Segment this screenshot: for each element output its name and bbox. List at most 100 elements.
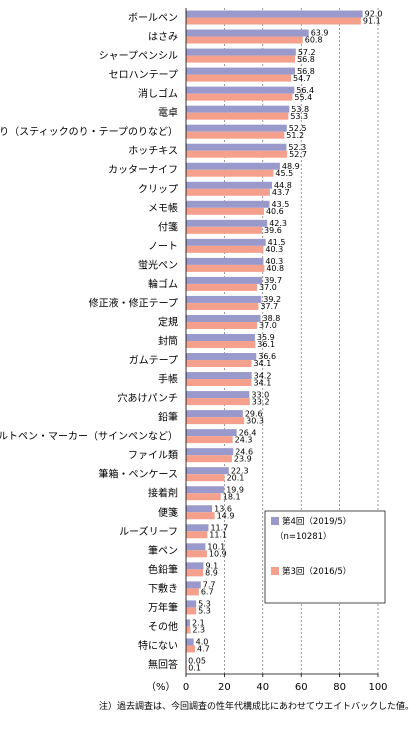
bar-series-1 — [186, 562, 204, 570]
x-tick-label: 0 — [183, 682, 189, 693]
bar-series-1 — [186, 10, 363, 18]
bar-series-2 — [186, 112, 289, 120]
bar-series-2 — [186, 245, 264, 253]
value-label: 23.9 — [234, 454, 252, 463]
bar-series-2 — [186, 512, 215, 520]
category-label: 電卓 — [158, 107, 178, 119]
value-label: 5.3 — [198, 600, 211, 609]
value-label: 60.8 — [305, 36, 323, 45]
bar-series-2 — [186, 474, 225, 482]
bar-series-1 — [186, 124, 287, 132]
value-label: 52.3 — [288, 143, 306, 152]
value-label: 56.8 — [297, 67, 315, 76]
bar-series-2 — [186, 36, 303, 44]
bar-series-1 — [186, 314, 261, 322]
category-label: セロハンテープ — [109, 69, 178, 81]
bar-series-1 — [186, 524, 209, 532]
bar-series-1 — [186, 29, 309, 37]
value-label: 38.8 — [262, 314, 280, 323]
bar-series-2 — [186, 283, 258, 291]
category-label: 付箋 — [158, 220, 178, 233]
bar-series-2 — [186, 55, 296, 63]
value-label: 2.3 — [192, 626, 205, 635]
value-label: 4.7 — [197, 645, 210, 654]
value-label: 11.7 — [210, 523, 228, 532]
bar-series-1 — [186, 238, 266, 246]
category-label: 蛍光ペン — [138, 258, 178, 271]
value-label: 29.6 — [245, 409, 263, 418]
bar-series-1 — [186, 581, 201, 589]
value-label: 55.4 — [294, 93, 312, 102]
value-label: 51.2 — [286, 131, 304, 140]
category-label: ノート — [148, 241, 178, 252]
category-label: 下敷き — [148, 582, 178, 595]
bar-series-1 — [186, 486, 225, 494]
bar-series-1 — [186, 467, 229, 475]
legend-swatch-series-2 — [271, 567, 279, 575]
value-label: 40.6 — [266, 207, 284, 216]
value-label: 35.9 — [257, 333, 275, 342]
category-label: 無回答 — [148, 658, 178, 671]
value-label: 39.7 — [264, 276, 282, 285]
bar-series-2 — [186, 417, 245, 425]
bars — [186, 10, 363, 672]
category-label: カッターナイフ — [108, 164, 178, 176]
bar-series-2 — [186, 321, 258, 329]
category-label: のり（スティックのり・テープのりなど） — [0, 126, 178, 138]
bar-series-1 — [186, 429, 237, 437]
bar-series-2 — [186, 150, 288, 158]
value-label: 39.6 — [264, 226, 282, 235]
bar-series-1 — [186, 334, 255, 341]
value-label: 24.6 — [235, 447, 253, 456]
category-label: 特にない — [138, 640, 178, 652]
legend: 第4回（2019/5） （n=10281） 第3回（2016/5） — [264, 510, 386, 604]
value-label: 52.5 — [289, 124, 307, 133]
value-label: 45.5 — [275, 169, 293, 178]
bar-series-2 — [186, 550, 207, 558]
category-label: 輪ゴム — [148, 277, 178, 290]
value-label: 39.2 — [263, 295, 281, 304]
legend-swatch-series-1 — [271, 517, 279, 525]
value-label: 33.2 — [252, 397, 270, 406]
category-label: 消しゴム — [138, 87, 178, 100]
value-labels: 92.091.163.960.857.256.856.854.756.455.4… — [188, 10, 382, 673]
bar-series-2 — [186, 226, 263, 234]
category-label: 筆ペン — [148, 544, 178, 557]
bar-series-2 — [186, 588, 199, 596]
bar-series-2 — [186, 436, 233, 444]
value-label: 37.7 — [260, 302, 278, 311]
x-axis: 0 20 40 60 80 100 — [183, 8, 388, 693]
bar-series-2 — [186, 531, 208, 539]
value-label: 30.3 — [246, 416, 264, 425]
category-label: シャープペンシル — [99, 50, 178, 62]
value-label: 6.7 — [201, 588, 214, 597]
value-label: 40.3 — [265, 245, 283, 254]
legend-label-series-1: 第4回（2019/5） — [282, 516, 351, 527]
value-label: 63.9 — [311, 29, 329, 38]
bar-series-2 — [186, 169, 274, 177]
value-label: 7.7 — [203, 581, 216, 590]
value-label: 53.8 — [291, 105, 309, 114]
x-tick-label: 20 — [218, 682, 231, 693]
value-label: 92.0 — [365, 10, 383, 19]
bar-series-2 — [186, 188, 270, 196]
bar-series-1 — [186, 353, 257, 361]
value-label: 0.1 — [188, 664, 201, 673]
category-label: 便箋 — [158, 506, 178, 519]
bar-series-1 — [186, 372, 252, 380]
category-label: 手帳 — [158, 373, 178, 386]
bar-series-2 — [186, 341, 256, 348]
value-label: 10.1 — [207, 543, 225, 552]
value-label: 20.1 — [227, 473, 245, 482]
bar-series-1 — [186, 86, 295, 94]
bar-series-1 — [186, 448, 234, 456]
bar-series-2 — [186, 379, 252, 387]
value-label: 10.9 — [209, 550, 227, 559]
category-label: ルーズリーフ — [119, 525, 178, 538]
value-label: 34.1 — [253, 378, 271, 387]
legend-sublabel-series-1: （n=10281） — [275, 531, 332, 542]
bar-series-1 — [186, 67, 296, 75]
value-label: 42.3 — [269, 219, 287, 228]
footnote: 注）過去調査は、今回調査の性年代構成比にあわせてウエイトバックした値。 — [99, 700, 414, 712]
bar-series-1 — [186, 105, 290, 113]
